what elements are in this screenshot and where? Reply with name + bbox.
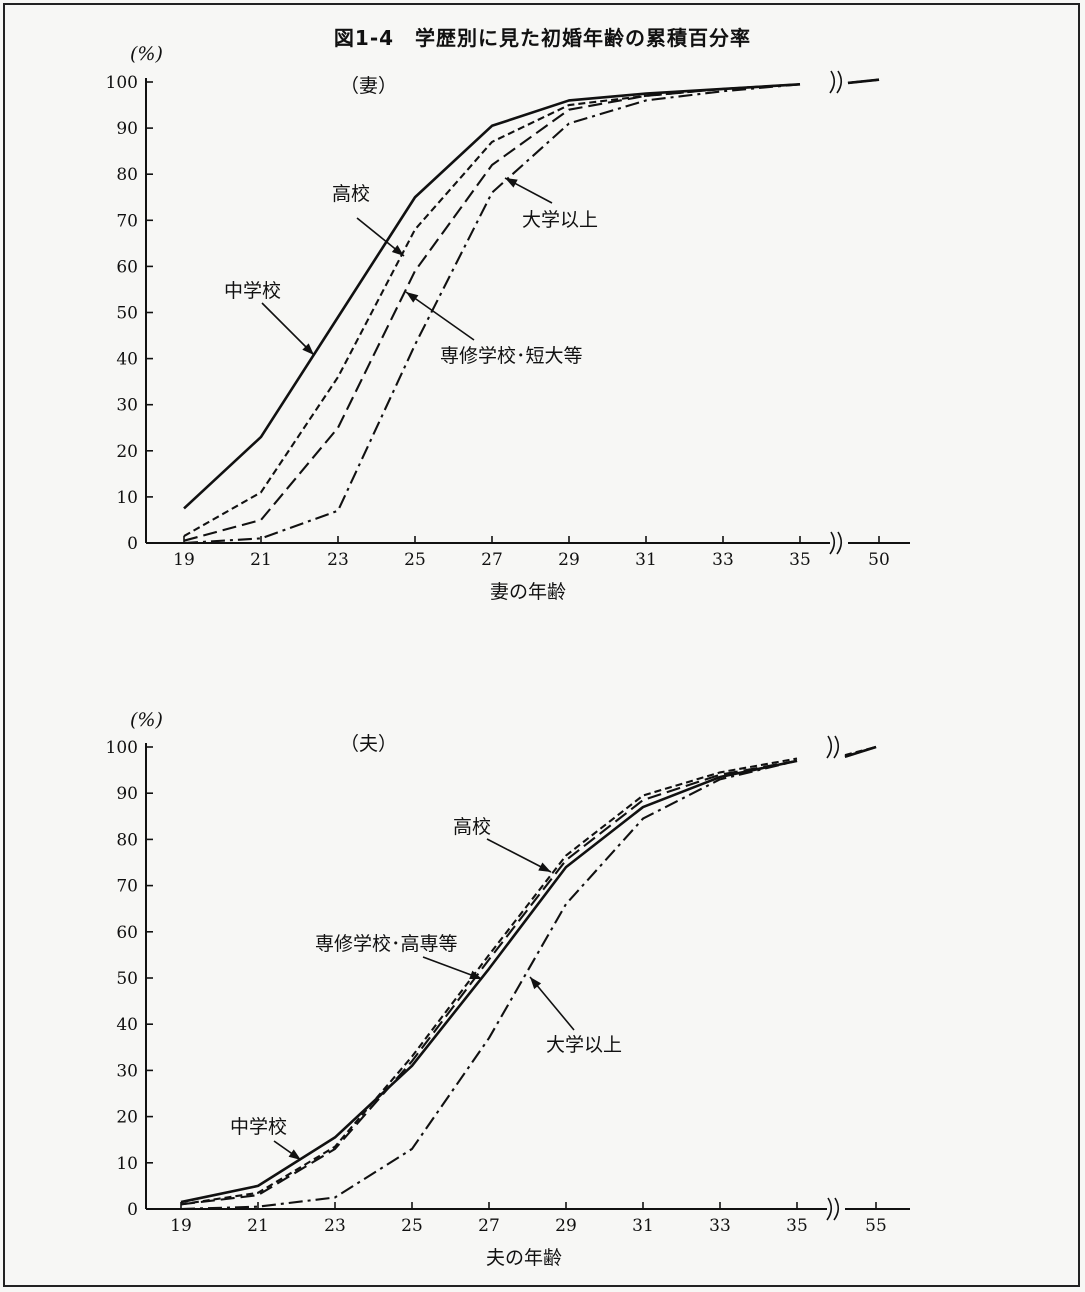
axis-break-mark — [833, 1197, 840, 1221]
series-break-mark — [829, 70, 836, 94]
series-break-mark — [826, 735, 833, 759]
series-annotation-label: 中学校 — [230, 1116, 287, 1138]
y-axis-unit-label: (%) — [130, 43, 163, 65]
annotation-arrowhead — [302, 343, 314, 355]
axis-break-mark — [826, 1197, 833, 1221]
y-tick-label: 60 — [116, 923, 138, 943]
axis-break-mark — [836, 531, 843, 555]
y-tick-label: 30 — [116, 396, 138, 416]
x-tick-label: 21 — [247, 1216, 269, 1236]
series-line-tail — [844, 745, 877, 758]
y-tick-label: 90 — [116, 119, 138, 139]
x-tick-label: 23 — [324, 1216, 346, 1236]
series-annotation-label: 高校 — [453, 816, 491, 838]
annotation-arrow-line — [486, 838, 552, 873]
y-tick-label: 70 — [116, 211, 138, 231]
annotation-arrowhead — [391, 244, 404, 256]
figure-title: 図1-4 学歴別に見た初婚年齢の累積百分率 — [333, 26, 752, 50]
annotation-arrow-line — [261, 302, 315, 356]
series-line-segment — [180, 759, 798, 1206]
annotation-arrow-line — [405, 291, 475, 341]
x-tick-label: 33 — [709, 1216, 731, 1236]
y-tick-label: 90 — [116, 784, 138, 804]
x-tick-label: 21 — [250, 550, 272, 570]
x-tick-label: 31 — [632, 1216, 654, 1236]
x-tick-label: 50 — [868, 550, 890, 570]
annotation-arrowhead — [505, 178, 518, 188]
x-tick-label: 31 — [635, 550, 657, 570]
series-line-4 — [183, 78, 880, 545]
series-line-1 — [183, 78, 880, 510]
x-tick-label: 27 — [481, 550, 503, 570]
annotation-arrowhead — [406, 292, 419, 303]
y-tick-label: 100 — [106, 73, 138, 93]
y-tick-label: 80 — [116, 830, 138, 850]
series-annotation-label: 大学以上 — [522, 209, 598, 231]
y-tick-label: 10 — [116, 1154, 138, 1174]
chart-panel-2: 0 10 20 30 40 50 60 70 80 90 100 19 21 23 25 27 29 31 33 35… — [106, 709, 910, 1269]
series-line-segment — [183, 83, 801, 537]
y-tick-label: 40 — [116, 350, 138, 370]
x-tick-label: 25 — [401, 1216, 423, 1236]
y-tick-label: 100 — [106, 738, 138, 758]
panel-label: （妻） — [340, 75, 397, 97]
series-annotation-label: 専修学校･高専等 — [315, 933, 458, 955]
y-tick-label: 20 — [116, 442, 138, 462]
series-line-4 — [180, 745, 877, 1211]
x-tick-label: 25 — [404, 550, 426, 570]
x-tick-label: 33 — [712, 550, 734, 570]
chart-panel-1: 0 10 20 30 40 50 60 70 80 90 100 19 21 23 25 27 29 31 33 35… — [106, 43, 910, 603]
x-tick-label: 23 — [327, 550, 349, 570]
x-axis-label: 夫の年齢 — [486, 1247, 562, 1269]
x-axis-label: 妻の年齢 — [490, 581, 566, 603]
y-tick-label: 20 — [116, 1108, 138, 1128]
y-axis-unit-label: (%) — [130, 709, 163, 731]
series-annotation-label: 中学校 — [224, 280, 281, 302]
series-annotation-label: 大学以上 — [546, 1034, 622, 1056]
y-tick-label: 0 — [127, 534, 138, 554]
series-line-3 — [183, 78, 880, 542]
series-annotation-label: 高校 — [332, 183, 370, 205]
annotation-arrowhead — [538, 862, 551, 872]
x-tick-label: 19 — [170, 1216, 192, 1236]
series-line-segment — [183, 83, 801, 542]
x-tick-label: 35 — [786, 1216, 808, 1236]
series-line-tail — [847, 78, 880, 84]
series-line-segment — [183, 83, 801, 545]
x-tick-label: 19 — [173, 550, 195, 570]
y-tick-label: 50 — [116, 969, 138, 989]
x-tick-label: 55 — [865, 1216, 887, 1236]
annotation-arrowhead — [530, 977, 542, 990]
y-tick-label: 0 — [127, 1200, 138, 1220]
axis-break-mark — [829, 531, 836, 555]
y-tick-label: 60 — [116, 257, 138, 277]
series-line-segment — [180, 759, 798, 1204]
series-break-mark — [836, 70, 843, 94]
y-tick-label: 80 — [116, 165, 138, 185]
x-tick-label: 35 — [789, 550, 811, 570]
y-tick-label: 30 — [116, 1061, 138, 1081]
y-tick-label: 10 — [116, 488, 138, 508]
x-tick-label: 27 — [478, 1216, 500, 1236]
x-tick-label: 29 — [558, 550, 580, 570]
figure-frame — [3, 3, 1080, 1287]
x-tick-label: 29 — [555, 1216, 577, 1236]
series-line-segment — [180, 759, 798, 1211]
y-tick-label: 40 — [116, 1015, 138, 1035]
series-line-2 — [183, 78, 880, 537]
y-tick-label: 50 — [116, 304, 138, 324]
series-line-segment — [180, 757, 798, 1206]
annotation-arrowhead — [288, 1149, 301, 1160]
panel-label: （夫） — [340, 733, 397, 755]
series-annotation-label: 専修学校･短大等 — [440, 345, 583, 367]
series-break-mark — [833, 735, 840, 759]
y-tick-label: 70 — [116, 877, 138, 897]
annotation-arrowhead — [469, 970, 482, 980]
